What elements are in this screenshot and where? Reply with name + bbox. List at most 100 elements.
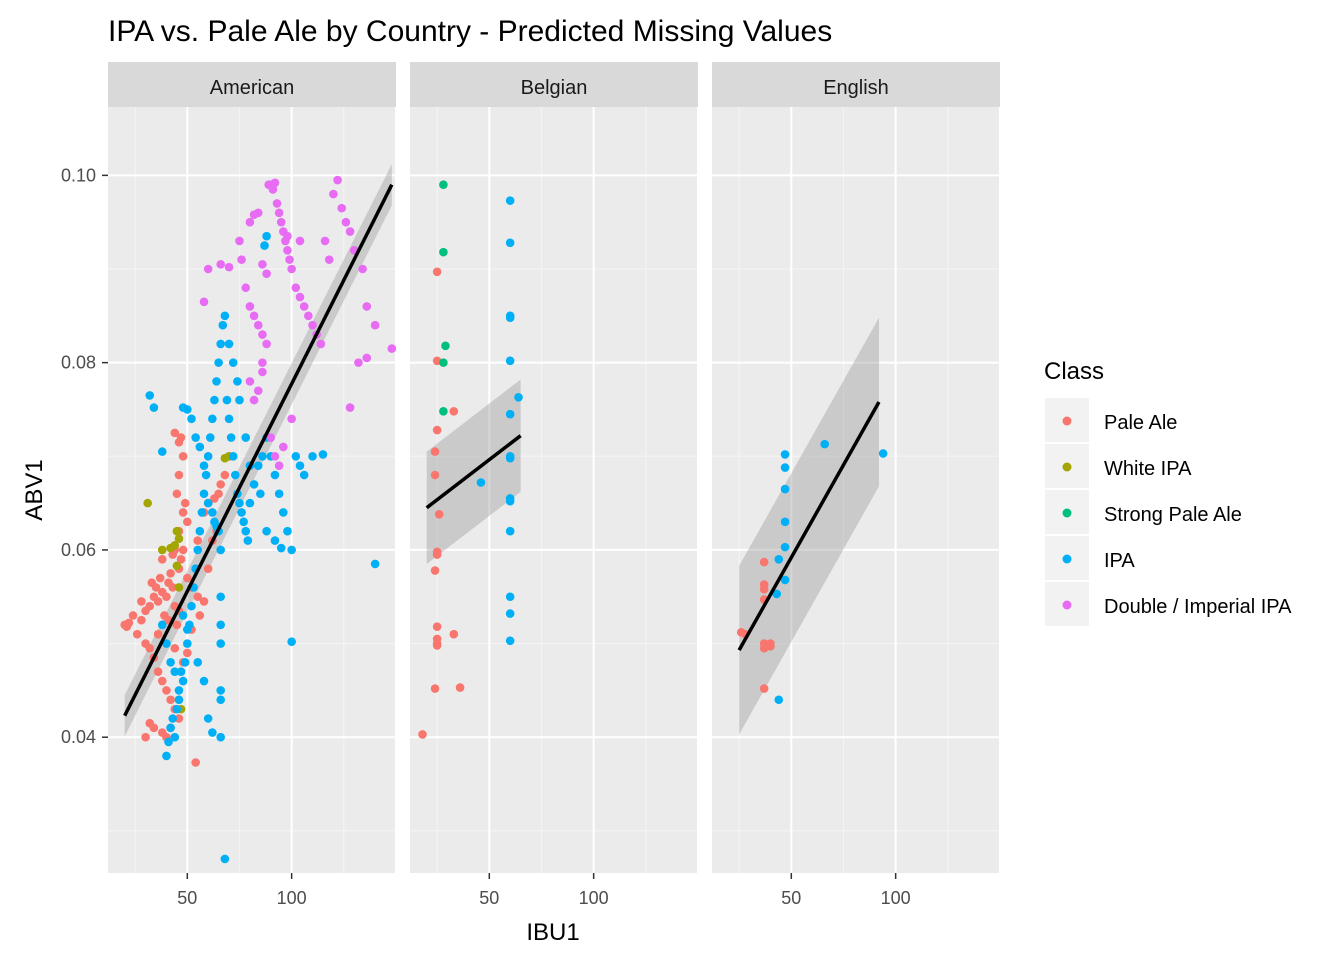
data-point: [224, 262, 234, 272]
data-point: [193, 592, 203, 602]
data-point: [166, 569, 175, 578]
data-point: [166, 695, 175, 705]
x-tick-label: 50: [177, 888, 197, 908]
data-point: [243, 536, 253, 545]
data-point: [432, 267, 442, 277]
data-point: [214, 358, 223, 367]
data-point: [172, 489, 182, 499]
data-point: [430, 684, 440, 693]
data-point: [222, 395, 232, 405]
data-point: [145, 391, 155, 400]
data-point: [274, 208, 284, 218]
data-point: [164, 737, 173, 747]
data-point: [137, 615, 146, 625]
data-point: [193, 658, 203, 667]
fit-line: [425, 434, 522, 510]
data-point: [212, 377, 221, 386]
data-point: [432, 634, 442, 644]
data-point: [231, 470, 240, 480]
data-point: [291, 283, 301, 293]
data-point: [780, 542, 790, 552]
data-point: [180, 498, 190, 508]
legend-title: Class: [1044, 358, 1104, 385]
data-point: [205, 433, 215, 442]
data-point: [193, 545, 203, 555]
x-tick-label: 100: [277, 888, 307, 908]
data-point: [145, 718, 155, 728]
data-point: [276, 543, 286, 553]
y-axis-title: ABV1: [21, 459, 48, 520]
data-point: [279, 442, 288, 452]
data-point: [220, 854, 230, 864]
data-point: [233, 377, 242, 386]
data-point: [780, 484, 790, 494]
data-point: [455, 683, 465, 692]
data-point: [178, 451, 188, 461]
facet-strip: [410, 62, 698, 107]
data-point: [228, 451, 238, 461]
data-point: [337, 203, 347, 213]
data-point: [235, 498, 244, 508]
data-point: [128, 611, 138, 620]
data-point: [505, 496, 515, 506]
data-point: [168, 550, 177, 559]
data-point: [199, 597, 209, 606]
data-point: [166, 658, 175, 667]
data-point: [168, 583, 177, 592]
data-point: [341, 217, 351, 227]
data-point: [780, 450, 790, 459]
data-point: [258, 260, 267, 269]
data-point: [157, 447, 167, 456]
data-point: [505, 196, 515, 205]
data-point: [279, 508, 288, 517]
data-point: [439, 407, 448, 416]
data-point: [153, 629, 163, 639]
data-point: [432, 550, 442, 559]
facet-panel-american: American 50 100: [108, 62, 397, 908]
data-point: [759, 684, 769, 693]
data-point: [354, 358, 363, 367]
data-point: [162, 686, 171, 695]
data-point: [208, 508, 217, 517]
chart-title: IPA vs. Pale Ale by Country - Predicted …: [108, 15, 832, 48]
data-point: [210, 395, 219, 405]
data-point: [145, 643, 155, 653]
legend-key-dot: [1062, 462, 1072, 472]
data-point: [780, 463, 790, 472]
data-point: [195, 442, 205, 452]
data-point: [245, 498, 255, 508]
data-point: [224, 339, 234, 349]
legend-key-dot: [1062, 416, 1072, 426]
data-point: [210, 517, 219, 527]
x-tick-label: 50: [781, 888, 801, 908]
data-point: [260, 241, 269, 250]
data-point: [505, 636, 515, 646]
data-point: [345, 403, 355, 412]
data-point: [505, 609, 515, 618]
data-point: [203, 564, 213, 573]
data-point: [291, 451, 301, 461]
data-point: [324, 255, 334, 264]
data-point: [216, 732, 225, 742]
data-point: [283, 526, 292, 536]
data-point: [170, 540, 180, 550]
data-point: [439, 247, 448, 257]
data-point: [258, 358, 267, 367]
data-point: [195, 611, 205, 620]
data-point: [220, 470, 230, 480]
data-point: [203, 498, 213, 508]
data-point: [145, 601, 155, 611]
data-point: [285, 255, 294, 264]
data-point: [174, 686, 184, 695]
data-point: [295, 292, 305, 302]
legend-key-dot: [1062, 554, 1072, 564]
data-point: [505, 409, 515, 419]
data-point: [124, 618, 134, 628]
data-point: [270, 470, 280, 480]
data-point: [143, 498, 152, 508]
data-point: [318, 450, 328, 459]
data-point: [266, 433, 276, 442]
data-point: [759, 584, 769, 594]
legend: Class Pale Ale White IPA Strong Pale Ale IP…: [1044, 358, 1292, 626]
data-point: [780, 517, 790, 527]
